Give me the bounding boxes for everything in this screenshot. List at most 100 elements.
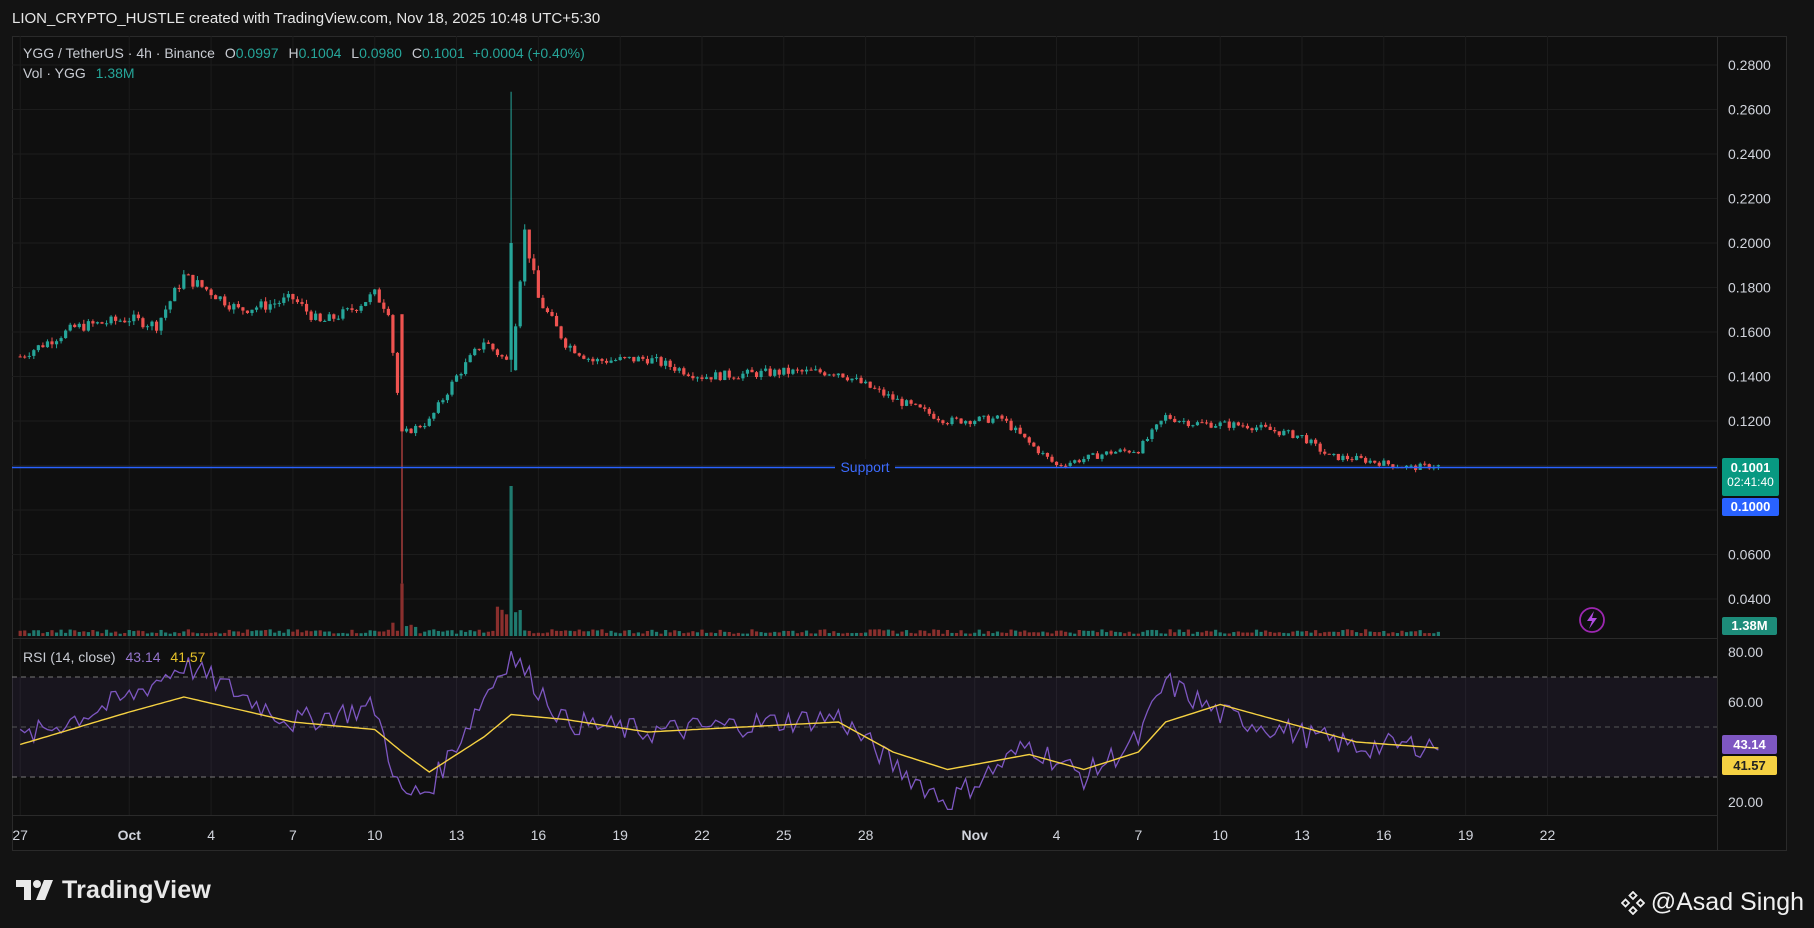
candle-body: [1218, 422, 1222, 427]
candle-body: [395, 352, 400, 393]
candle-body: [1164, 415, 1168, 421]
volume-bar: [941, 633, 945, 636]
volume-bar: [1418, 630, 1422, 636]
volume-bar: [1009, 629, 1013, 636]
tradingview-logo[interactable]: TradingView: [16, 876, 211, 904]
support-label-bg: [835, 459, 895, 476]
volume-bar: [400, 583, 404, 636]
candle-body: [532, 258, 536, 271]
volume-bar: [795, 633, 800, 636]
candle-body: [523, 229, 527, 282]
volume-bar: [723, 631, 727, 636]
volume-bar: [777, 632, 781, 636]
rsi-label[interactable]: RSI (14, close): [23, 649, 116, 665]
lightning-icon[interactable]: [1579, 607, 1605, 633]
candle-body: [650, 358, 654, 364]
price-tick-label: 0.1400: [1728, 369, 1771, 385]
volume-bar: [745, 633, 750, 636]
author-watermark: @Asad Singh: [1620, 888, 1804, 917]
candle-body: [1245, 425, 1250, 429]
volume-bar: [1209, 631, 1213, 636]
volume-bar: [477, 629, 481, 636]
candle-body: [77, 323, 81, 328]
candle-body: [854, 377, 859, 379]
volume-bar: [759, 632, 763, 636]
candle-body: [1209, 422, 1213, 428]
volume-bar: [445, 630, 450, 636]
low-label: L: [351, 45, 360, 61]
volume-bar: [200, 633, 204, 636]
price-tick-label: 0.0400: [1728, 591, 1771, 607]
volume-bar: [1404, 632, 1409, 636]
candle-body: [691, 375, 695, 379]
candle-body: [573, 345, 577, 354]
candle-body: [1136, 452, 1140, 454]
volume-bar: [382, 631, 386, 636]
volume-bar: [245, 629, 250, 636]
candle-body: [114, 316, 118, 321]
candle-body: [550, 311, 554, 316]
candle-body: [109, 316, 113, 324]
symbol-label[interactable]: YGG / TetherUS · 4h · Binance: [23, 45, 215, 61]
volume-bar: [1227, 633, 1231, 636]
volume-bar: [814, 633, 818, 636]
binance-icon: [1620, 890, 1645, 915]
volume-bar: [873, 629, 877, 636]
time-tick-label: Oct: [118, 827, 142, 843]
candle-body: [477, 348, 481, 350]
chart-panel[interactable]: [12, 36, 1787, 851]
candle-body: [136, 314, 140, 319]
chart-grid: [12, 36, 1717, 815]
candle-body: [186, 274, 190, 276]
candle-body: [1368, 460, 1372, 463]
volume-bar: [914, 633, 918, 636]
volume-bars: [18, 486, 1440, 636]
candle-body: [900, 398, 904, 406]
volume-bar: [559, 630, 563, 636]
candle-body: [1318, 443, 1322, 452]
volume-bar: [91, 630, 95, 636]
candle-body: [1377, 462, 1381, 466]
volume-label[interactable]: Vol · YGG: [23, 65, 86, 81]
volume-bar: [1182, 632, 1186, 636]
volume-bar: [718, 629, 722, 636]
volume-bar: [1400, 630, 1404, 636]
volume-bar: [1127, 631, 1131, 636]
volume-bar: [977, 629, 981, 636]
volume-bar: [954, 632, 959, 636]
candle-body: [341, 309, 345, 319]
time-tick-label: 7: [1134, 827, 1142, 843]
candle-body: [414, 425, 418, 434]
volume-bar: [1059, 630, 1063, 636]
candle-body: [1391, 464, 1395, 468]
volume-bar: [1032, 632, 1036, 636]
candle-body: [1077, 460, 1081, 463]
volume-bar: [686, 632, 690, 636]
volume-bar: [154, 632, 159, 636]
candle-body: [259, 301, 263, 308]
volume-bar: [145, 633, 150, 636]
volume-bar: [732, 633, 736, 636]
volume-bar: [277, 630, 281, 636]
time-tick-label: 19: [612, 827, 628, 843]
volume-bar: [654, 631, 659, 636]
volume-bar: [1091, 630, 1095, 636]
candle-body: [814, 369, 818, 371]
candle-body: [350, 308, 354, 310]
candle-body: [777, 369, 781, 375]
candle-body: [664, 360, 668, 366]
volume-bar: [1045, 632, 1050, 636]
candle-body: [1118, 449, 1122, 452]
candle-body: [823, 372, 827, 376]
candle-body: [223, 296, 227, 306]
time-tick-label: 16: [1376, 827, 1392, 843]
volume-bar: [532, 633, 536, 636]
volume-bar: [318, 630, 322, 636]
rsi-badge: 43.14: [1722, 735, 1777, 754]
volume-bar: [109, 632, 113, 636]
volume-bar: [450, 630, 454, 636]
volume-bar: [336, 633, 340, 636]
volume-bar: [709, 632, 713, 636]
candle-body: [154, 321, 159, 331]
